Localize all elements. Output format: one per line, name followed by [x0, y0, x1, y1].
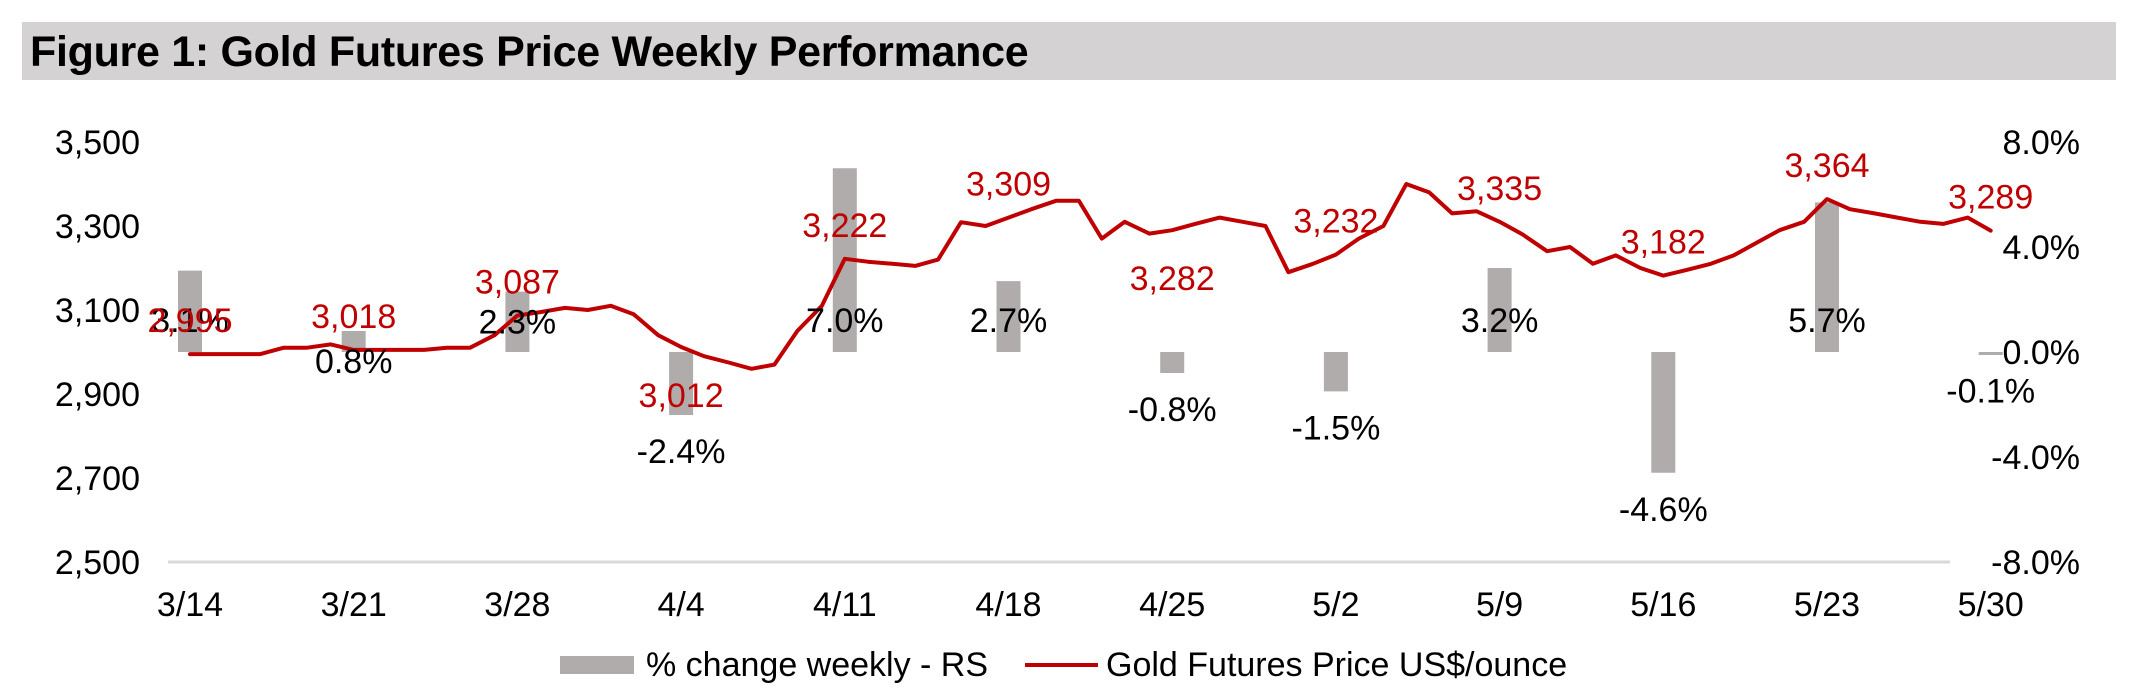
- price-label: 3,364: [1784, 147, 1869, 185]
- bar-value-label: -0.8%: [1128, 391, 1217, 429]
- left-tick-label: 2,700: [55, 460, 140, 498]
- left-tick-label: 3,300: [55, 208, 140, 246]
- left-tick-label: 2,900: [55, 376, 140, 414]
- price-label: 3,309: [966, 166, 1051, 204]
- x-tick-label: 4/18: [975, 586, 1041, 624]
- x-tick-label: 3/28: [484, 586, 550, 624]
- line-layer: [188, 182, 1993, 371]
- x-tick-label: 4/4: [657, 586, 704, 624]
- x-tick-label: 3/14: [157, 586, 223, 624]
- bar-week-4-4: [669, 352, 694, 415]
- left-axis-ticks: 2,500 2,700 2,900 3,100 3,300 3,500: [55, 124, 140, 582]
- bars-layer: [178, 168, 2003, 473]
- price-label: 3,289: [1948, 179, 2033, 217]
- x-tick-label: 5/23: [1794, 586, 1860, 624]
- x-tick-label: 5/9: [1476, 586, 1523, 624]
- price-label: 3,012: [639, 377, 724, 415]
- price-label: 3,282: [1130, 260, 1215, 298]
- bar-week-3-14: [178, 270, 202, 352]
- price-labels: 2,995 3,018 3,087 3,012 3,222 3,309 3,282 3,232…: [147, 147, 2033, 415]
- bar-week-4-18: [996, 281, 1021, 352]
- bar-week-5-2: [1323, 352, 1348, 392]
- chart-title: Figure 1: Gold Futures Price Weekly Perf…: [30, 28, 1029, 76]
- left-tick-label: 3,500: [55, 124, 140, 162]
- left-tick-label: 2,500: [55, 544, 140, 582]
- legend-bar-label: % change weekly - RS: [646, 646, 988, 684]
- bar-week-5-23: [1815, 202, 1839, 352]
- x-tick-label: 4/11: [813, 586, 877, 624]
- price-label: 3,222: [802, 207, 887, 245]
- right-tick-label: 8.0%: [2003, 124, 2081, 162]
- bar-value-label: -1.5%: [1291, 409, 1380, 447]
- legend-bar-swatch: [560, 656, 634, 674]
- bar-value-label: 2.7%: [970, 302, 1048, 340]
- bar-week-5-16: [1651, 352, 1676, 473]
- bar-value-label: -2.4%: [637, 433, 726, 471]
- x-tick-label: 3/21: [321, 586, 387, 624]
- legend: % change weekly - RS Gold Futures Price …: [560, 646, 1567, 684]
- left-tick-label: 3,100: [55, 292, 140, 330]
- price-label: 3,232: [1293, 203, 1378, 241]
- price-label: 3,087: [475, 263, 560, 301]
- bar-week-5-9: [1487, 268, 1512, 352]
- x-axis-ticks: 3/14 3/21 3/28 4/4 4/11 4/18 4/25 5/2 5/9 5/16 5/2…: [157, 586, 2024, 624]
- right-axis-ticks: -8.0% -4.0% 0.0% 4.0% 8.0%: [1991, 124, 2080, 582]
- bar-week-4-25: [1160, 352, 1185, 373]
- price-label: 3,182: [1621, 224, 1706, 262]
- bar-week-5-30: [1978, 352, 2003, 355]
- bar-value-label: -0.1%: [1946, 373, 2035, 411]
- bar-value-label: 0.8%: [315, 343, 393, 381]
- x-tick-label: 5/30: [1958, 586, 2024, 624]
- bar-value-label: 5.7%: [1788, 302, 1866, 340]
- title-bar: Figure 1: Gold Futures Price Weekly Perf…: [22, 22, 2116, 80]
- bar-value-label: 7.0%: [806, 302, 884, 340]
- price-label: 3,018: [311, 298, 396, 336]
- right-tick-label: 0.0%: [2003, 334, 2081, 372]
- bar-value-label: 3.1%: [151, 302, 229, 340]
- bar-value-label: 3.2%: [1461, 302, 1539, 340]
- gold-price-line: [188, 182, 1993, 371]
- bar-value-label: -4.6%: [1619, 491, 1708, 529]
- right-tick-label: 4.0%: [2003, 229, 2081, 267]
- price-label: 3,335: [1457, 170, 1542, 208]
- bar-value-label: 2.3%: [479, 304, 557, 342]
- right-tick-label: -4.0%: [1991, 439, 2080, 477]
- price-label: 2,995: [147, 302, 232, 340]
- legend-line-label: Gold Futures Price US$/ounce: [1106, 646, 1567, 684]
- bar-labels: 3.1% 0.8% 2.3% -2.4% 7.0% 2.7% -0.8% -1.5% 3.2% -…: [151, 302, 2035, 529]
- x-tick-label: 4/25: [1139, 586, 1205, 624]
- right-tick-label: -8.0%: [1991, 544, 2080, 582]
- x-tick-label: 5/16: [1630, 586, 1696, 624]
- x-tick-label: 5/2: [1312, 586, 1359, 624]
